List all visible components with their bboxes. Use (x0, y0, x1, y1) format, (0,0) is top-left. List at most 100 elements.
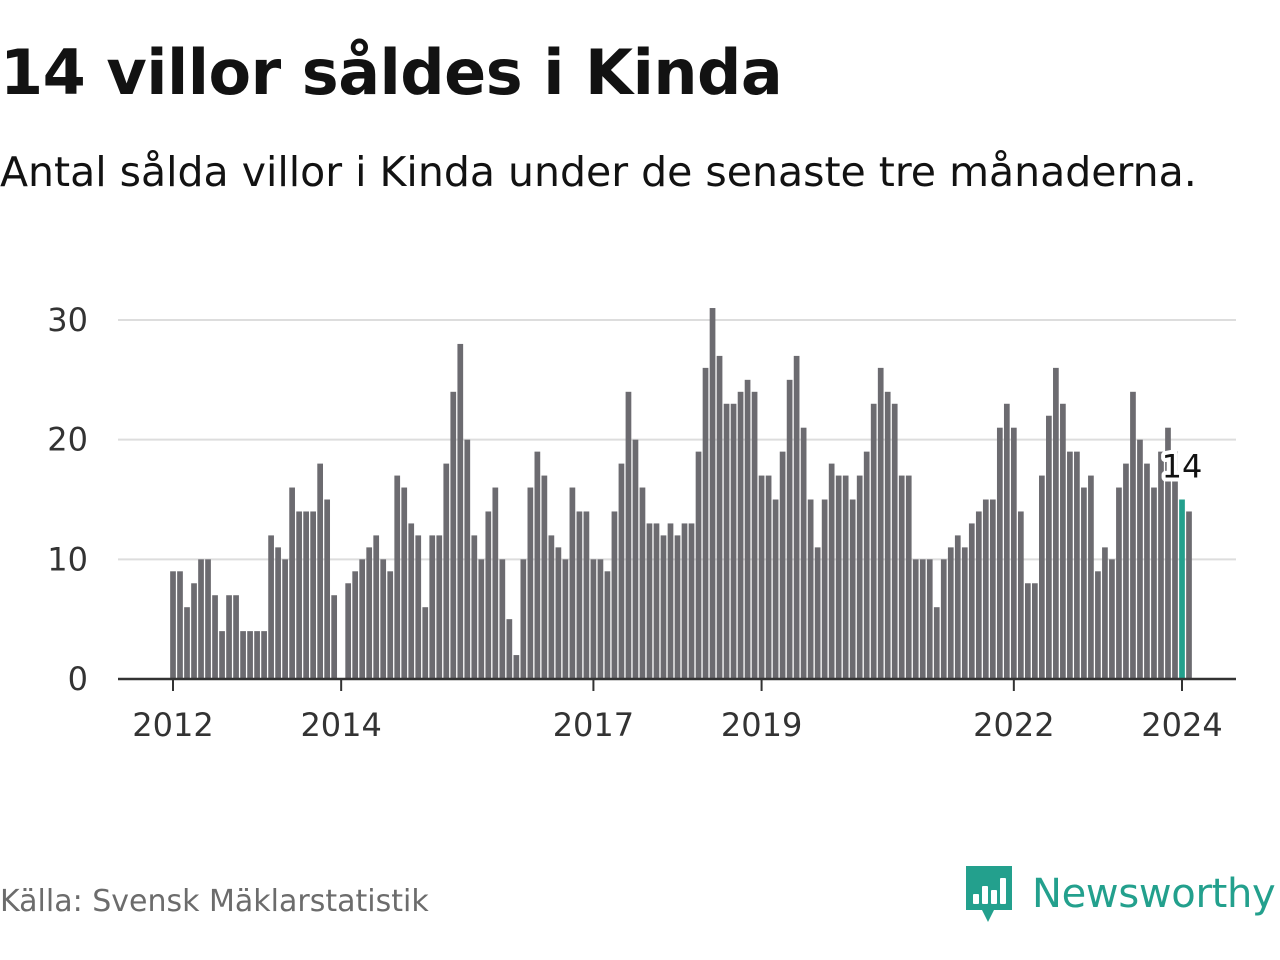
bar (457, 343, 464, 679)
bar (205, 559, 211, 679)
bar (436, 535, 443, 679)
bar (1024, 583, 1031, 679)
bar (429, 535, 436, 679)
bar (541, 475, 548, 679)
bar (1010, 427, 1017, 679)
bar (1095, 571, 1101, 679)
bar (835, 475, 842, 679)
bar (1172, 451, 1178, 679)
bar (219, 631, 225, 679)
bar (415, 535, 422, 679)
bar (1032, 583, 1038, 679)
bar (793, 355, 800, 679)
bar (1123, 463, 1129, 679)
x-tick-label: 2017 (553, 706, 634, 744)
bar (1102, 547, 1108, 679)
bar (814, 547, 821, 679)
bar (317, 463, 323, 679)
chart-subtitle: Antal sålda villor i Kinda under de sena… (0, 148, 1197, 196)
bar (590, 559, 597, 679)
bar (646, 523, 653, 679)
bar (485, 511, 492, 679)
bar (856, 475, 863, 679)
bar (919, 559, 926, 679)
bar (996, 427, 1003, 679)
bar (562, 559, 569, 679)
bar (499, 559, 506, 679)
bar (758, 475, 765, 679)
y-tick-label: 30 (47, 301, 88, 339)
bar (1144, 463, 1150, 679)
bar (401, 487, 408, 679)
bar (891, 403, 898, 679)
bar (863, 451, 870, 679)
bar (576, 511, 583, 679)
bar (478, 559, 485, 679)
bar (842, 475, 849, 679)
bar (828, 463, 835, 679)
bar (366, 547, 373, 679)
brand-logo: Newsworthy (964, 862, 1276, 926)
bar (653, 523, 660, 679)
x-tick-label: 2019 (721, 706, 802, 744)
bar (198, 559, 204, 679)
bar (807, 499, 814, 679)
bar (1130, 391, 1136, 679)
bar (1186, 511, 1192, 679)
chart-title: 14 villor såldes i Kinda (0, 36, 783, 109)
bar (968, 523, 975, 679)
bar (772, 499, 779, 679)
annotation-label: 14 (1162, 448, 1203, 486)
bar (849, 499, 856, 679)
bar (310, 511, 316, 679)
bar (254, 631, 260, 679)
bar (296, 511, 302, 679)
y-tick-label: 0 (68, 660, 88, 698)
bar (884, 391, 891, 679)
bar (1074, 451, 1080, 679)
bar (681, 523, 688, 679)
bar (933, 607, 940, 679)
bar (422, 607, 429, 679)
bar (870, 403, 877, 679)
bar (597, 559, 604, 679)
bar (1088, 475, 1094, 679)
bar-chart: 0 10 20 30 2012 2014 2017 2019 2022 2024 14 (47, 301, 1236, 744)
bar (1081, 487, 1087, 679)
bar (450, 391, 457, 679)
x-tick-label: 2012 (132, 706, 213, 744)
bar (604, 571, 611, 679)
annotation: 14 (1158, 444, 1207, 490)
bar (1067, 451, 1073, 679)
bar (723, 403, 730, 679)
bar (471, 535, 478, 679)
bar (373, 535, 380, 679)
bar-highlight (1179, 499, 1185, 679)
bar (569, 487, 576, 679)
bar (261, 631, 267, 679)
bar (394, 475, 401, 679)
x-tick-label: 2022 (973, 706, 1054, 744)
source-note: Källa: Svensk Mäklarstatistik (0, 884, 429, 919)
bar (275, 547, 281, 679)
bar (240, 631, 246, 679)
bar (303, 511, 309, 679)
bar (744, 379, 751, 679)
bar (177, 571, 183, 679)
bar (947, 547, 954, 679)
bar (961, 547, 968, 679)
bar (282, 559, 288, 679)
bar (555, 547, 562, 679)
y-tick-label: 10 (47, 540, 88, 578)
bar (387, 571, 394, 679)
bar (548, 535, 555, 679)
bar (688, 523, 695, 679)
bar (765, 475, 772, 679)
bar (233, 595, 239, 679)
bar (751, 391, 758, 679)
bar (821, 499, 828, 679)
bar (674, 535, 681, 679)
bar (779, 451, 786, 679)
bar (170, 571, 176, 679)
bar (492, 487, 499, 679)
